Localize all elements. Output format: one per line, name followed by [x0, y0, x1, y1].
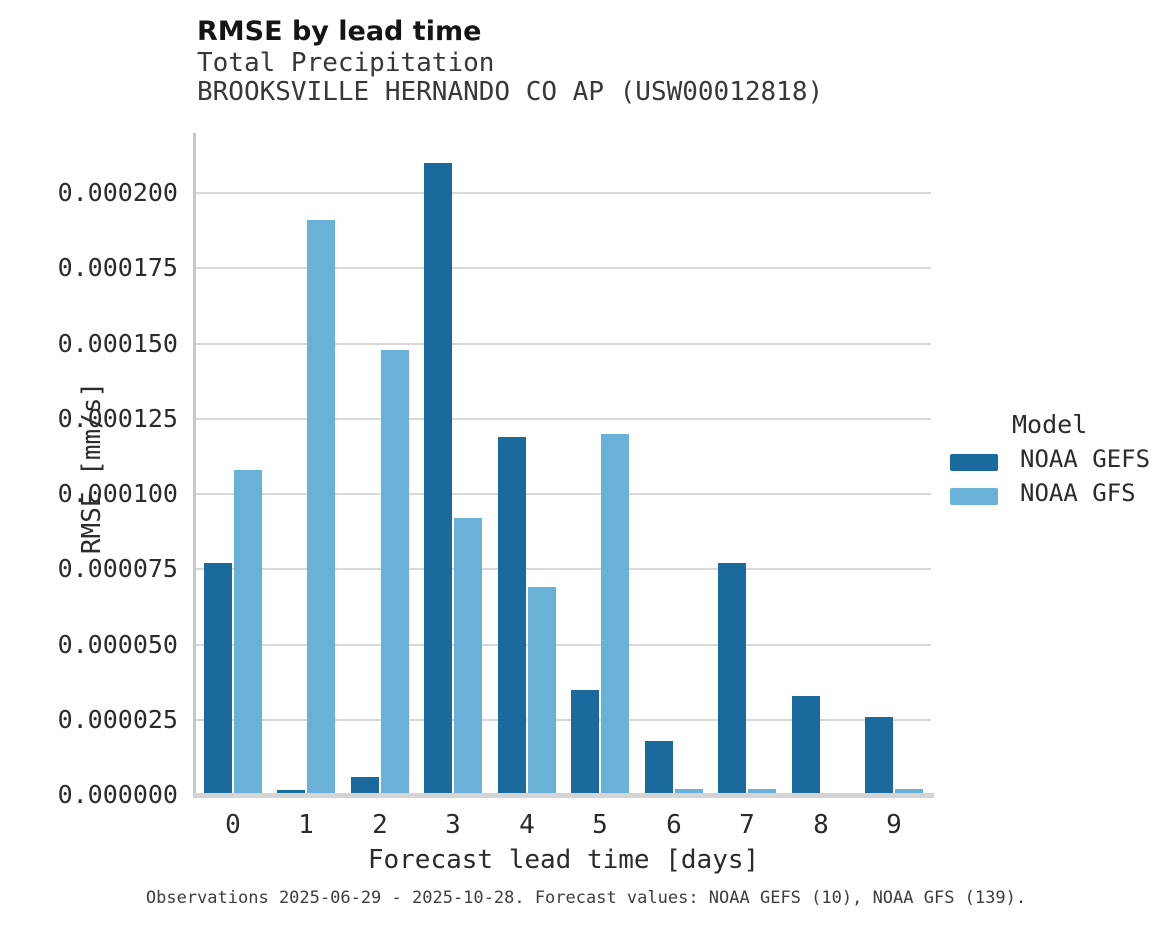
- legend-label-noaa-gefs: NOAA GEFS: [1020, 445, 1151, 473]
- y-tick-label: 0.000075: [57, 554, 178, 584]
- footer-note: Observations 2025-06-29 - 2025-10-28. Fo…: [145, 888, 1027, 908]
- y-tick-label: 0.000200: [57, 178, 178, 208]
- bar-noaa-gfs-7: [748, 789, 776, 795]
- bar-noaa-gfs-2: [381, 350, 409, 795]
- chart-subtitle: Total Precipitation: [197, 48, 495, 78]
- bar-noaa-gefs-6: [645, 741, 673, 795]
- bar-noaa-gefs-2: [351, 777, 379, 795]
- gridline: [196, 493, 931, 496]
- bar-noaa-gefs-8: [792, 696, 820, 795]
- y-tick-label: 0.000000: [57, 780, 178, 809]
- x-axis-label: Forecast lead time [days]: [367, 845, 760, 875]
- x-tick-label: 0: [225, 810, 241, 840]
- gridline: [196, 267, 931, 270]
- chart-station-label: BROOKSVILLE HERNANDO CO AP (USW00012818): [197, 77, 824, 107]
- x-tick-label: 3: [445, 810, 461, 840]
- y-tick-label: 0.000150: [57, 328, 178, 358]
- x-axis-line: [193, 793, 934, 798]
- bar-noaa-gefs-1: [277, 790, 305, 795]
- gridline: [196, 718, 931, 721]
- gridline: [196, 417, 931, 420]
- x-tick-label: 8: [813, 810, 829, 840]
- bar-noaa-gfs-1: [307, 220, 335, 795]
- y-tick-label: 0.000175: [57, 253, 178, 283]
- chart-title: RMSE by lead time: [197, 16, 482, 47]
- x-tick-label: 4: [519, 810, 535, 840]
- bar-noaa-gefs-9: [865, 717, 893, 795]
- bar-noaa-gefs-0: [204, 563, 232, 795]
- bar-noaa-gfs-3: [454, 518, 482, 795]
- bar-noaa-gfs-6: [675, 789, 703, 795]
- gridline: [196, 192, 931, 195]
- y-tick-label: 0.000100: [57, 479, 178, 509]
- legend-label-noaa-gfs: NOAA GFS: [1020, 479, 1136, 507]
- y-tick-label: 0.000050: [57, 629, 178, 659]
- bar-noaa-gfs-5: [601, 434, 629, 795]
- bar-noaa-gefs-3: [424, 163, 452, 795]
- plot-area: [193, 133, 934, 798]
- gridline: [196, 342, 931, 345]
- x-tick-label: 1: [298, 810, 314, 840]
- bar-noaa-gefs-7: [718, 563, 746, 795]
- x-tick-label: 7: [739, 810, 755, 840]
- x-tick-label: 9: [886, 810, 902, 840]
- x-tick-label: 5: [592, 810, 608, 840]
- y-tick-label: 0.000025: [57, 704, 178, 734]
- gridline: [196, 643, 931, 646]
- x-tick-label: 6: [666, 810, 682, 840]
- x-tick-label: 2: [372, 810, 388, 840]
- y-tick-label: 0.000125: [57, 403, 178, 433]
- bar-noaa-gfs-9: [895, 789, 923, 795]
- bar-noaa-gefs-4: [498, 437, 526, 795]
- bar-noaa-gfs-0: [234, 470, 262, 795]
- legend-title: Model: [1012, 410, 1088, 439]
- y-axis-spine: [193, 133, 196, 798]
- bar-noaa-gefs-5: [571, 690, 599, 795]
- legend-swatch-noaa-gefs: [950, 454, 998, 471]
- bar-noaa-gfs-4: [528, 587, 556, 795]
- legend-swatch-noaa-gfs: [950, 488, 998, 505]
- gridline: [196, 568, 931, 571]
